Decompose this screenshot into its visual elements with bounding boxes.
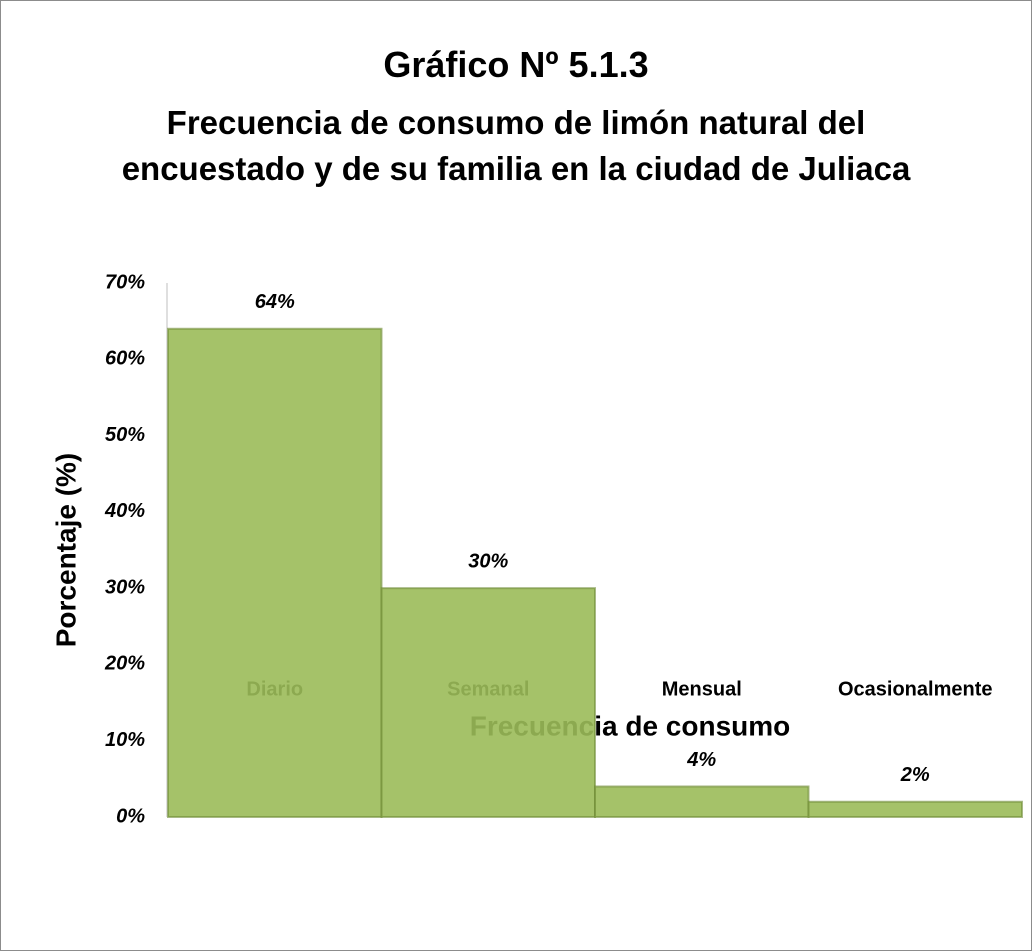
y-tick-label: 70% xyxy=(105,271,145,293)
y-tick-label: 0% xyxy=(116,805,145,827)
x-tick-label: Ocasionalmente xyxy=(838,678,993,700)
chart-page: Gráfico Nº 5.1.3 Frecuencia de consumo d… xyxy=(0,0,1032,951)
value-label: 4% xyxy=(686,749,716,771)
y-tick-label: 10% xyxy=(105,729,145,751)
value-label: 2% xyxy=(900,764,930,786)
bar xyxy=(382,588,596,817)
y-tick-label: 60% xyxy=(105,348,145,370)
y-tick-label: 30% xyxy=(105,576,145,598)
y-tick-label: 50% xyxy=(105,424,145,446)
x-tick-label: Mensual xyxy=(662,678,742,700)
y-tick-label: 40% xyxy=(104,500,145,522)
y-axis-label: Porcentaje (%) xyxy=(50,453,81,648)
value-label: 30% xyxy=(468,550,508,572)
chart: Porcentaje (%) Frecuencia de consumo 0%1… xyxy=(0,0,1032,951)
value-label: 64% xyxy=(255,291,295,313)
bar xyxy=(809,802,1023,817)
bar xyxy=(168,329,382,817)
y-tick-label: 20% xyxy=(104,653,145,675)
bar xyxy=(595,786,809,817)
